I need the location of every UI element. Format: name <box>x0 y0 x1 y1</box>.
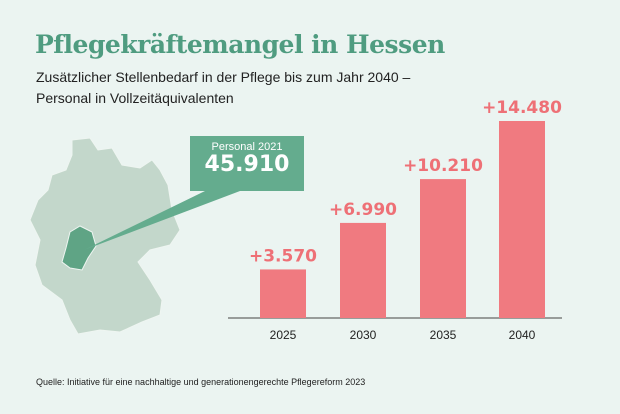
bar-2025 <box>260 269 306 318</box>
callout-label: Personal 2021 <box>211 141 283 153</box>
data-label-2035: +10.210 <box>403 156 483 176</box>
bar-2030 <box>340 222 386 318</box>
x-tick-label: 2035 <box>430 328 457 342</box>
data-label-2040: +14.480 <box>482 98 562 118</box>
hessen-region <box>61 225 97 271</box>
x-tick-label: 2040 <box>509 328 536 342</box>
callout-pointer <box>84 191 240 250</box>
germany-map <box>29 137 240 335</box>
bar-2040 <box>499 121 545 318</box>
callout-value: 45.910 <box>204 152 290 177</box>
callout-box: Personal 2021 45.910 <box>190 136 304 191</box>
data-label-2030: +6.990 <box>329 200 397 220</box>
subtitle-line-1: Zusätzlicher Stellenbedarf in der Pflege… <box>36 69 411 85</box>
subtitle-line-2: Personal in Vollzeitäquivalenten <box>36 90 234 106</box>
x-tick-label: 2030 <box>350 328 377 342</box>
source-note: Quelle: Initiative für eine nachhaltige … <box>36 377 366 387</box>
bar-2035 <box>420 179 466 318</box>
data-label-2025: +3.570 <box>249 246 317 266</box>
subtitle: Zusätzlicher Stellenbedarf in der Pflege… <box>36 67 410 109</box>
page-title: Pflegekräftemangel in Hessen <box>35 30 445 59</box>
x-tick-label: 2025 <box>270 328 297 342</box>
